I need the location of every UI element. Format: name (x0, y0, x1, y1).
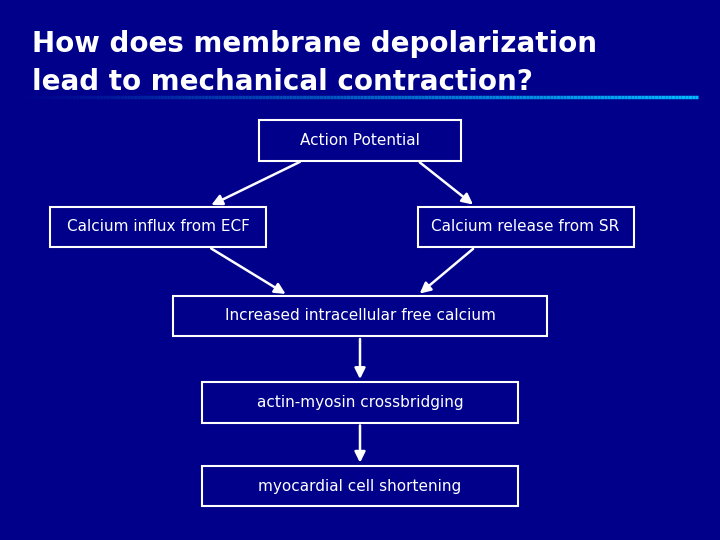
Text: Calcium release from SR: Calcium release from SR (431, 219, 620, 234)
Text: Calcium influx from ECF: Calcium influx from ECF (67, 219, 250, 234)
Text: myocardial cell shortening: myocardial cell shortening (258, 478, 462, 494)
Text: lead to mechanical contraction?: lead to mechanical contraction? (32, 68, 534, 96)
FancyBboxPatch shape (259, 120, 461, 160)
FancyBboxPatch shape (418, 206, 634, 247)
Text: Increased intracellular free calcium: Increased intracellular free calcium (225, 308, 495, 323)
FancyBboxPatch shape (173, 296, 547, 336)
Text: actin-myosin crossbridging: actin-myosin crossbridging (257, 395, 463, 410)
FancyBboxPatch shape (202, 465, 518, 507)
Text: How does membrane depolarization: How does membrane depolarization (32, 30, 598, 58)
FancyBboxPatch shape (202, 382, 518, 422)
FancyBboxPatch shape (50, 206, 266, 247)
Text: Action Potential: Action Potential (300, 133, 420, 148)
